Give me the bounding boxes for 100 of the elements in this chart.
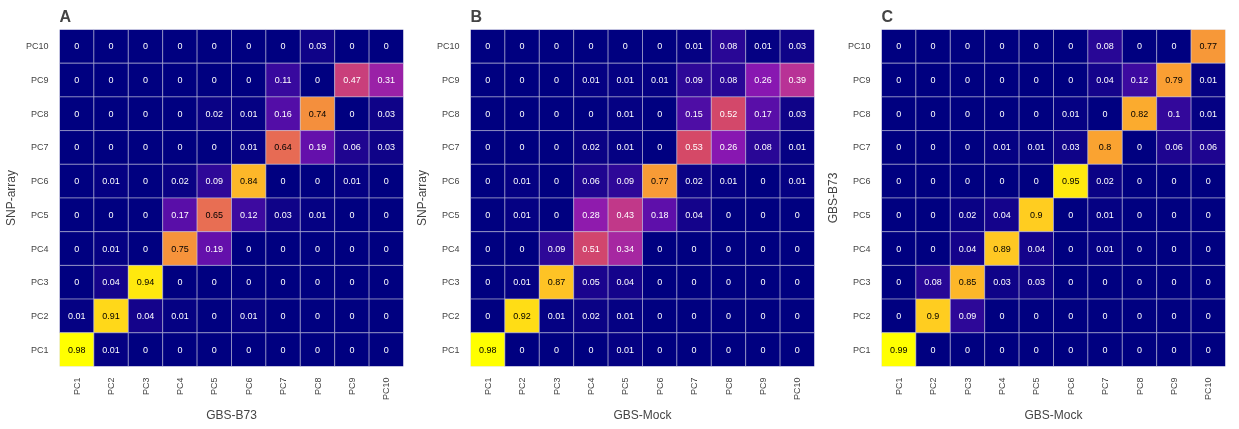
data-label: 0 (965, 142, 971, 153)
data-label: 0 (896, 108, 902, 119)
data-label: 0 (1102, 108, 1108, 119)
data-label: 0 (896, 277, 902, 288)
data-label: 0 (1068, 209, 1074, 220)
data-label: 0.08 (719, 75, 738, 86)
data-label: 0.04 (1096, 75, 1114, 86)
x-tick-label: PC5 (1031, 377, 1042, 396)
data-label: 0.12 (239, 209, 258, 220)
data-label: 0.05 (582, 277, 600, 288)
x-tick-label: PC5 (209, 377, 220, 396)
y-tick-label: PC4 (852, 243, 871, 254)
data-label: 0 (1033, 344, 1039, 355)
data-label: 0 (519, 75, 525, 86)
data-label: 0 (965, 344, 971, 355)
data-label: 0 (999, 310, 1005, 321)
data-label: 0 (1205, 277, 1211, 288)
x-tick-label: PC9 (1168, 377, 1179, 396)
data-label: 0 (930, 176, 936, 187)
data-label: 0 (1205, 243, 1211, 254)
y-tick-label: PC7 (852, 142, 871, 153)
data-label: 0.15 (685, 108, 703, 119)
data-label: 0 (794, 310, 800, 321)
x-axis-title: GBS-B73 (206, 408, 258, 423)
data-label: 0.31 (377, 75, 396, 86)
data-label: 0.01 (719, 176, 738, 187)
data-label: 0 (246, 344, 252, 355)
data-label: 0 (143, 75, 149, 86)
data-label: 0 (1137, 277, 1143, 288)
data-label: 0.06 (1199, 142, 1218, 153)
data-label: 0.01 (513, 176, 531, 187)
data-label: 0.01 (788, 142, 807, 153)
data-label: 0 (794, 209, 800, 220)
data-label: 0 (1033, 310, 1039, 321)
data-label: 0 (999, 344, 1005, 355)
data-label: 0 (554, 176, 560, 187)
x-tick-label: PC8 (1134, 377, 1145, 396)
data-label: 0 (315, 277, 321, 288)
data-label: 0 (74, 41, 80, 52)
y-tick-label: PC8 (30, 108, 49, 119)
chart-title: B (470, 7, 483, 25)
y-tick-label: PC9 (441, 75, 460, 86)
data-label: 0 (1137, 243, 1143, 254)
data-label: 0 (1068, 243, 1074, 254)
x-tick-label: PC1 (71, 377, 82, 396)
data-label: 0 (554, 41, 560, 52)
chart-title: A (59, 7, 72, 25)
data-label: 0 (930, 209, 936, 220)
data-label: 0 (143, 176, 149, 187)
data-label: 0.01 (1096, 209, 1114, 220)
y-tick-label: PC10 (847, 41, 871, 52)
x-tick-label: PC6 (243, 377, 254, 396)
y-tick-label: PC6 (30, 176, 49, 187)
data-label: 0.01 (754, 41, 772, 52)
data-label: 0 (349, 209, 355, 220)
data-label: 0 (1033, 75, 1039, 86)
data-label: 0 (108, 108, 114, 119)
y-tick-label: PC8 (852, 108, 871, 119)
x-tick-label: PC2 (517, 377, 528, 396)
data-label: 0 (896, 209, 902, 220)
data-label: 0.91 (102, 310, 120, 321)
x-tick-label: PC4 (996, 377, 1007, 396)
data-label: 0 (177, 41, 183, 52)
data-label: 0 (177, 344, 183, 355)
data-label: 0.26 (719, 142, 738, 153)
data-label: 0 (246, 277, 252, 288)
data-label: 0.39 (788, 75, 807, 86)
data-label: 0.51 (582, 243, 600, 254)
data-label: 0.01 (239, 142, 258, 153)
data-label: 0.01 (513, 277, 531, 288)
data-label: 0 (143, 41, 149, 52)
data-label: 0 (485, 176, 491, 187)
data-label: 0.03 (274, 209, 292, 220)
data-label: 0.08 (754, 142, 772, 153)
data-label: 0 (1171, 243, 1177, 254)
data-label: 0.03 (308, 41, 327, 52)
y-tick-label: PC10 (25, 41, 49, 52)
data-label: 0 (691, 310, 697, 321)
data-label: 0 (519, 108, 525, 119)
data-label: 0 (315, 310, 321, 321)
x-axis-title: GBS-Mock (613, 408, 673, 423)
data-label: 0 (74, 209, 80, 220)
data-label: 0 (485, 142, 491, 153)
x-tick-label: PC3 (140, 377, 151, 396)
data-label: 0.19 (205, 243, 224, 254)
data-label: 0 (1068, 75, 1074, 86)
data-label: 0 (794, 243, 800, 254)
data-label: 0.01 (102, 243, 120, 254)
data-label: 0.94 (136, 277, 155, 288)
data-label: 0.02 (582, 142, 600, 153)
data-label: 0.99 (889, 344, 908, 355)
data-label: 0.01 (102, 176, 120, 187)
data-label: 0.01 (239, 108, 258, 119)
data-label: 0 (1102, 344, 1108, 355)
data-label: 0 (1205, 344, 1211, 355)
data-label: 0 (349, 108, 355, 119)
data-label: 0 (691, 243, 697, 254)
x-tick-label: PC8 (312, 377, 323, 396)
data-label: 0 (1171, 176, 1177, 187)
x-tick-label: PC8 (723, 377, 734, 396)
